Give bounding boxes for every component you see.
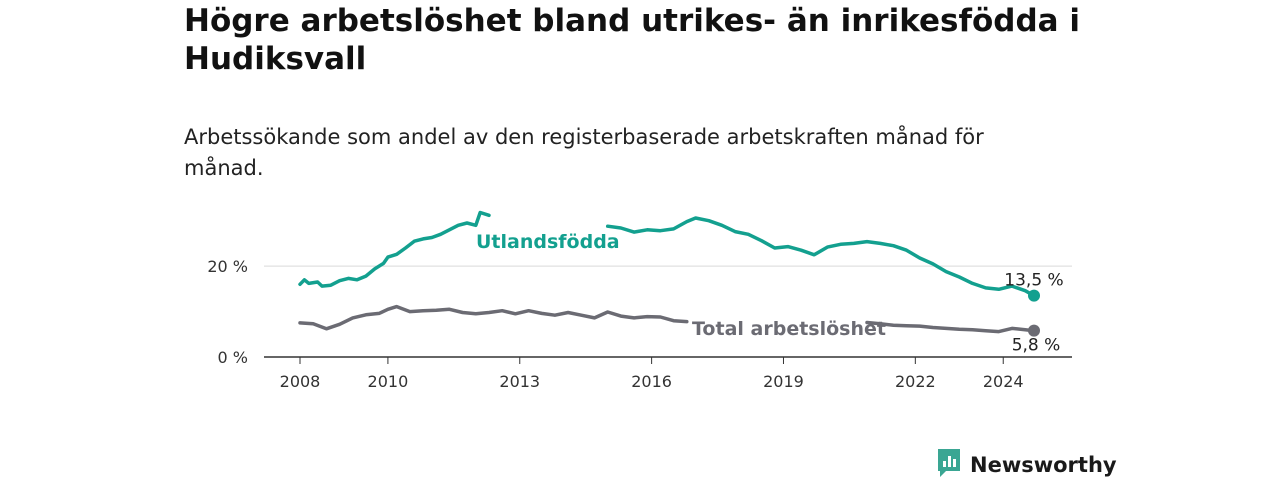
series-end-value-label: 5,8 % (1012, 336, 1061, 356)
brand-name: Newsworthy (970, 453, 1117, 477)
series-line-1 (298, 304, 689, 331)
newsworthy-logo-icon (936, 447, 962, 483)
label-layer: Utlandsfödda Total arbetslöshet 13,5 % 5,8 … (476, 231, 1064, 356)
x-tick-label: 2016 (631, 372, 672, 391)
y-tick-label: 20 % (207, 257, 248, 276)
newsworthy-brand[interactable]: Newsworthy (936, 447, 1117, 483)
series-name-label: Total arbetslöshet (692, 318, 886, 340)
series-line-1 (865, 320, 1036, 334)
series-line-0 (605, 216, 1036, 298)
chart-subtitle: Arbetssökande som andel av den registerb… (184, 125, 984, 180)
x-tick-label: 2022 (895, 372, 936, 391)
axis-layer: 0 % 20 % 2008 2010 2013 2016 2019 2022 2024 (207, 257, 1072, 391)
series-end-point-0 (1028, 289, 1040, 302)
x-tick-label: 2008 (280, 372, 321, 391)
series-layer (298, 210, 1040, 337)
series-name-label: Utlandsfödda (476, 231, 620, 253)
x-tick-label: 2013 (499, 372, 540, 391)
series-end-value-label: 13,5 % (1004, 271, 1063, 291)
x-tick-label: 2019 (763, 372, 804, 391)
y-tick-label: 0 % (218, 348, 248, 367)
x-tick-label: 2010 (368, 372, 409, 391)
x-tick-label: 2024 (983, 372, 1024, 391)
series-end-point-1 (1028, 324, 1040, 337)
series-line-0 (298, 210, 491, 288)
chart-title: Högre arbetslöshet bland utrikes- än inr… (184, 3, 1080, 77)
